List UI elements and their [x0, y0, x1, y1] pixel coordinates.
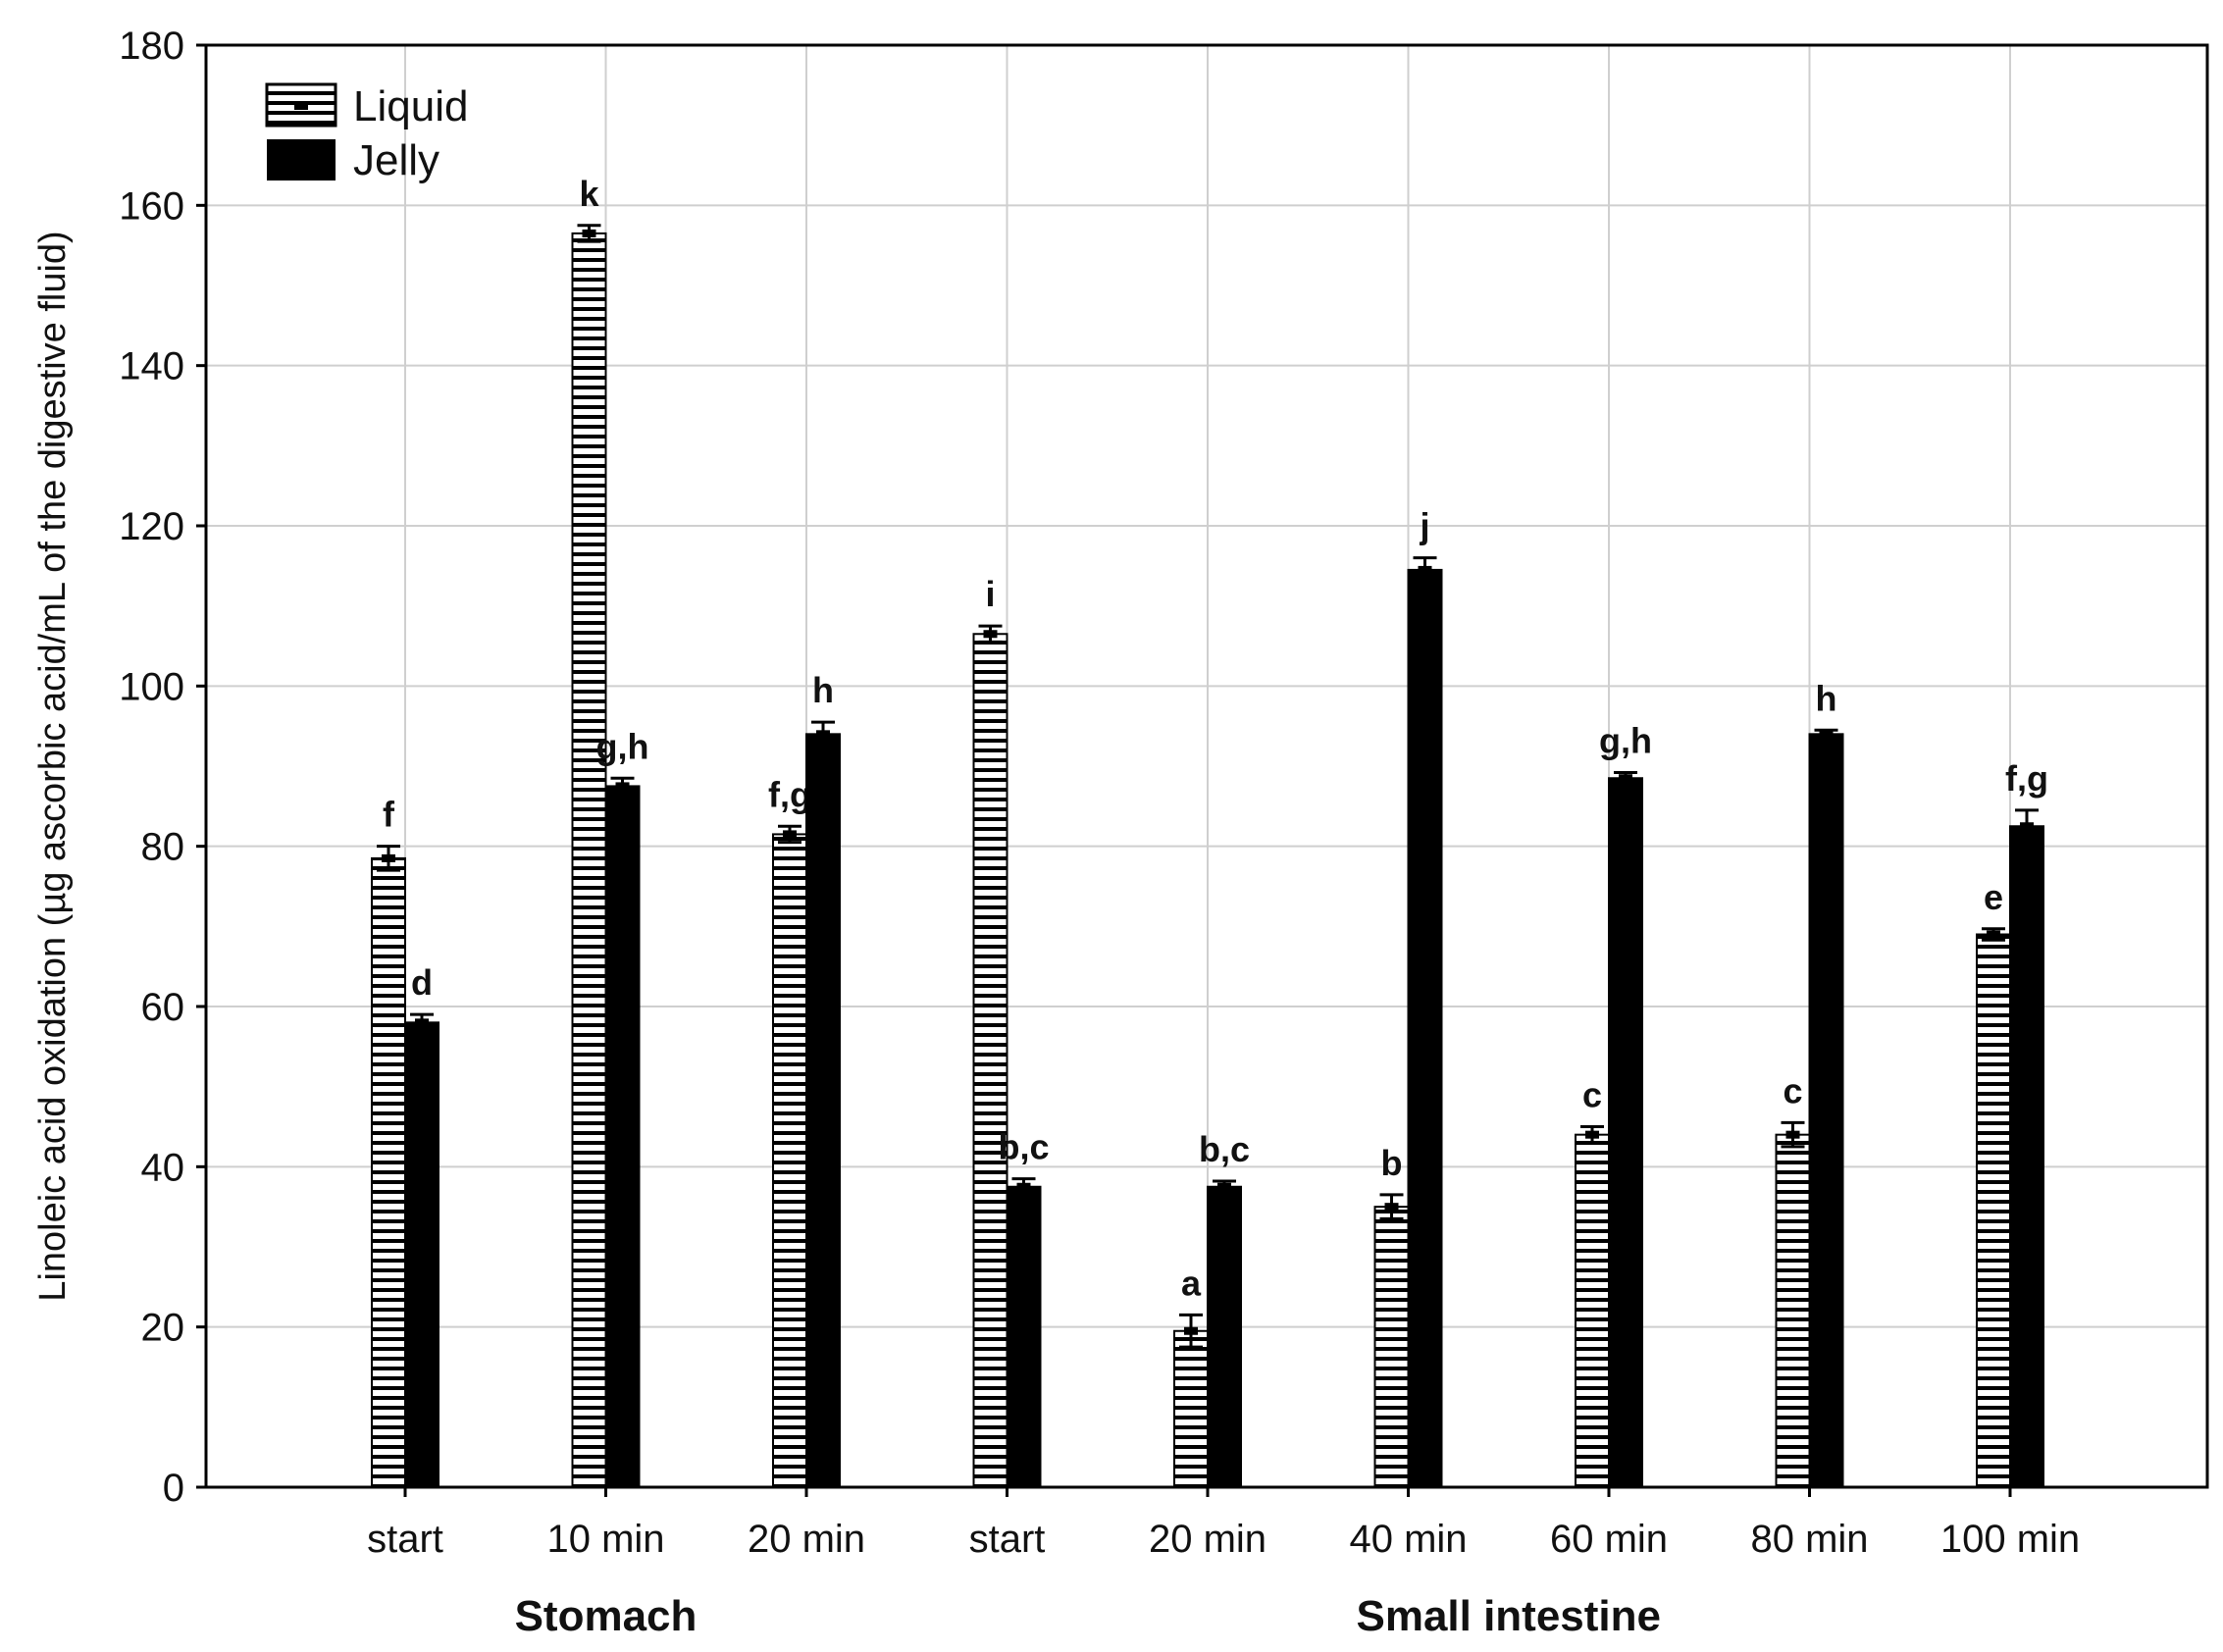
- y-axis-label: Linoleic acid oxidation (µg ascorbic aci…: [32, 231, 74, 1301]
- x-axis-groups: Stomach Small intestine: [515, 1592, 1661, 1640]
- significance-label-liquid: k: [579, 174, 599, 214]
- mean-marker-liquid: [1785, 1130, 1800, 1139]
- mean-marker-liquid: [1987, 930, 2000, 939]
- significance-label-jelly: b,c: [998, 1127, 1049, 1167]
- mean-marker-liquid: [582, 229, 596, 237]
- y-tick-label: 40: [141, 1146, 185, 1189]
- legend-swatch-liquid-marker: [294, 101, 308, 110]
- bar-jelly: [1207, 1185, 1242, 1488]
- x-tick-label: 80 min: [1750, 1518, 1868, 1561]
- mean-marker-liquid: [1184, 1326, 1198, 1335]
- bar-liquid: [772, 833, 807, 1488]
- bars: f d k g,h f,g h i b,c a b,c b j c g,h c h e f,g: [371, 174, 2048, 1489]
- x-tick-label: 40 min: [1349, 1518, 1467, 1561]
- significance-label-jelly: f,g: [2005, 758, 2048, 799]
- legend-label-jelly: Jelly: [353, 136, 439, 184]
- significance-label-jelly: g,h: [1599, 721, 1652, 761]
- bar-jelly: [1808, 733, 1844, 1488]
- mean-marker-jelly: [1217, 1182, 1231, 1191]
- bar-liquid: [1173, 1329, 1209, 1488]
- mean-marker-jelly: [415, 1018, 429, 1027]
- significance-label-jelly: b,c: [1199, 1129, 1250, 1169]
- bar-liquid: [1775, 1133, 1811, 1488]
- y-tick-label: 140: [119, 345, 184, 388]
- x-axis-ticks: start 10 min 20 min start 20 min 40 min 60 min…: [367, 1487, 2080, 1561]
- bar-liquid: [1575, 1133, 1610, 1488]
- significance-label-jelly: g,h: [596, 726, 649, 766]
- significance-label-liquid: e: [1984, 877, 2003, 917]
- significance-label-jelly: d: [411, 962, 433, 1003]
- x-tick-label: 20 min: [1149, 1518, 1267, 1561]
- significance-label-jelly: h: [812, 670, 834, 710]
- bar-jelly: [1407, 568, 1443, 1488]
- mean-marker-liquid: [983, 630, 998, 639]
- legend-swatch-jelly: [267, 139, 336, 181]
- y-tick-label: 160: [119, 184, 184, 228]
- mean-marker-jelly: [1016, 1182, 1031, 1191]
- significance-label-liquid: i: [985, 574, 995, 614]
- significance-label-liquid: f: [383, 795, 395, 835]
- x-group-label: Stomach: [515, 1592, 698, 1640]
- y-axis-ticks: 0 20 40 60 80 100 120 140 160 180: [119, 25, 206, 1510]
- significance-label-liquid: c: [1783, 1070, 1802, 1110]
- bar-jelly: [604, 785, 641, 1488]
- x-tick-label: 10 min: [546, 1518, 664, 1561]
- bar-liquid: [972, 633, 1008, 1488]
- y-tick-label: 180: [119, 25, 184, 68]
- bar-liquid: [1976, 933, 2011, 1488]
- bar-liquid: [371, 856, 406, 1488]
- significance-label-liquid: b: [1381, 1143, 1403, 1183]
- mean-marker-jelly: [615, 782, 630, 791]
- bar-liquid: [571, 232, 607, 1489]
- x-tick-label: 20 min: [748, 1518, 865, 1561]
- bar-jelly: [805, 733, 841, 1488]
- legend-label-liquid: Liquid: [353, 82, 468, 130]
- mean-marker-jelly: [1819, 730, 1834, 739]
- x-tick-label: 100 min: [1940, 1518, 2080, 1561]
- significance-label-liquid: f,g: [768, 774, 811, 814]
- bar-jelly: [1006, 1185, 1042, 1488]
- y-tick-label: 0: [163, 1467, 184, 1510]
- bar-jelly: [1608, 777, 1643, 1488]
- mean-marker-liquid: [1384, 1203, 1399, 1212]
- significance-label-liquid: c: [1582, 1075, 1602, 1115]
- significance-label-jelly: j: [1419, 506, 1429, 546]
- bar-liquid: [1373, 1206, 1410, 1488]
- x-tick-label: start: [969, 1518, 1046, 1561]
- mean-marker-jelly: [2020, 822, 2034, 831]
- x-tick-label: start: [367, 1518, 443, 1561]
- y-tick-label: 100: [119, 665, 184, 708]
- mean-marker-liquid: [382, 853, 395, 862]
- mean-marker-jelly: [816, 730, 830, 739]
- bar-jelly: [404, 1021, 439, 1489]
- mean-marker-liquid: [783, 830, 797, 839]
- mean-marker-liquid: [1585, 1130, 1599, 1139]
- y-tick-label: 120: [119, 505, 184, 548]
- y-tick-label: 20: [141, 1307, 185, 1350]
- y-tick-label: 80: [141, 826, 185, 869]
- mean-marker-jelly: [1418, 565, 1432, 574]
- x-group-label: Small intestine: [1356, 1592, 1661, 1640]
- x-tick-label: 60 min: [1550, 1518, 1668, 1561]
- mean-marker-jelly: [1619, 774, 1632, 783]
- significance-label-jelly: h: [1816, 678, 1837, 718]
- y-tick-label: 60: [141, 986, 185, 1029]
- significance-label-liquid: a: [1181, 1263, 1202, 1303]
- bar-jelly: [2009, 825, 2044, 1488]
- legend: Liquid Jelly: [265, 82, 468, 184]
